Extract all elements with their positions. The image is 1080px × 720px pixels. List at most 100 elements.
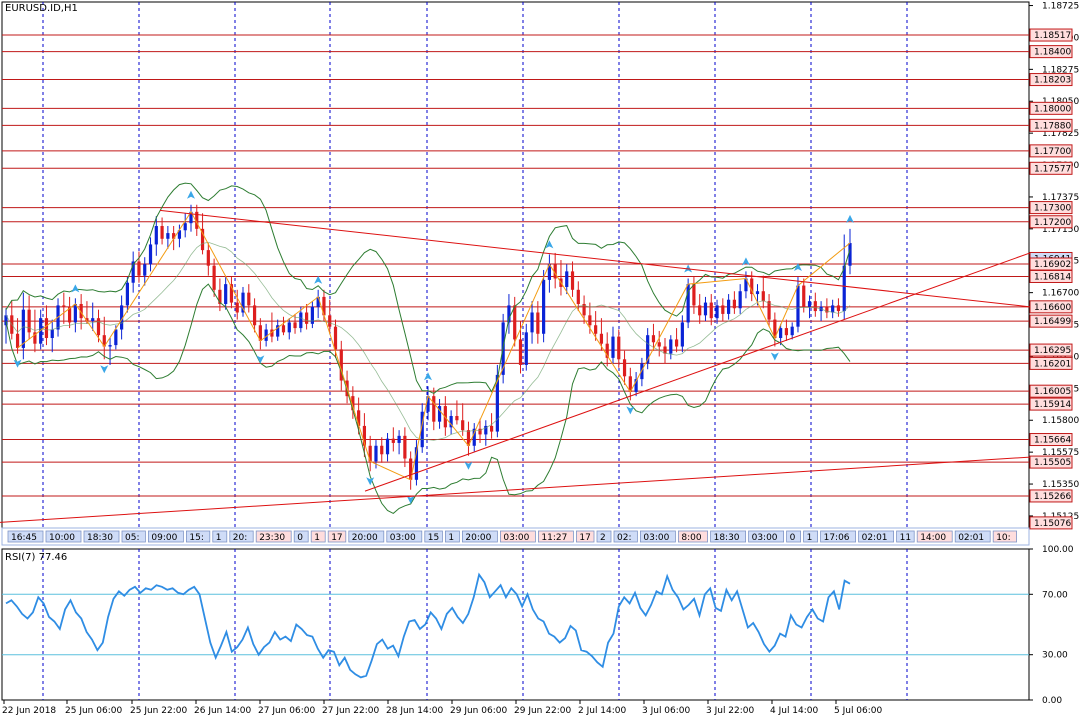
fractal-down-arrow xyxy=(464,461,473,470)
candle-body xyxy=(680,322,684,347)
candle-body xyxy=(224,284,228,304)
level-label-box xyxy=(1029,269,1073,283)
trend-line xyxy=(0,456,1031,523)
time-box xyxy=(678,530,709,543)
level-label-text: 1.16600 xyxy=(1034,303,1071,313)
time-box-text: 03:00 xyxy=(752,533,778,543)
candle-body xyxy=(692,284,696,306)
candle-body xyxy=(825,306,829,313)
candle-body xyxy=(634,379,638,392)
candle-body xyxy=(385,438,390,455)
candle-body xyxy=(403,435,407,459)
candle-body xyxy=(755,291,760,295)
band-upper xyxy=(5,182,851,394)
time-box-text: 2 xyxy=(600,533,606,543)
time-axis-label: 26 Jun 14:00 xyxy=(194,706,251,716)
time-box-text: 14:00 xyxy=(920,533,946,543)
level-label-box xyxy=(1029,101,1073,115)
time-box-text: 20:00 xyxy=(465,533,491,543)
time-box-text: 20: xyxy=(233,533,247,543)
candle-body xyxy=(674,339,679,347)
candle-body xyxy=(137,261,141,276)
candle-body xyxy=(518,339,523,365)
candle-body xyxy=(339,349,343,381)
price-tick-label: 1.15575 xyxy=(1042,448,1079,458)
candle-body xyxy=(773,319,777,339)
level-label-box xyxy=(1029,516,1073,530)
time-box xyxy=(613,530,638,543)
candle-body xyxy=(154,226,158,245)
time-box xyxy=(229,530,254,543)
candle-body xyxy=(767,301,771,320)
candle-body xyxy=(206,250,210,266)
time-box xyxy=(896,530,915,543)
time-box-text: 11 xyxy=(900,533,911,543)
candle-body xyxy=(553,264,557,279)
band-middle xyxy=(5,241,851,441)
level-label-box xyxy=(1029,201,1073,215)
candle-body xyxy=(547,264,551,280)
time-box-text: 02:01 xyxy=(862,533,888,543)
chart-title: EURUSD.ID,H1 xyxy=(5,3,78,14)
candle-body xyxy=(761,291,765,302)
candle-body xyxy=(836,305,841,312)
time-box-text: 05: xyxy=(125,533,139,543)
candle-body xyxy=(148,244,153,265)
candle-body xyxy=(663,346,667,354)
candle-body xyxy=(247,292,251,306)
candle-body xyxy=(432,396,436,422)
candle-body xyxy=(530,312,534,333)
candle-body xyxy=(790,326,794,336)
level-label-box xyxy=(1029,215,1073,229)
time-box-text: 1 xyxy=(448,533,454,543)
candle-body xyxy=(322,296,326,316)
candle-body xyxy=(495,374,499,432)
candle-body xyxy=(252,305,257,326)
time-box xyxy=(444,530,460,543)
time-box-text: 15: xyxy=(189,533,203,543)
time-axis-label: 27 Jun 06:00 xyxy=(258,706,315,716)
time-axis-label: 29 Jun 06:00 xyxy=(450,706,507,716)
candle-body xyxy=(461,420,465,431)
time-box-text: 11:27 xyxy=(541,533,567,543)
time-box xyxy=(992,530,1018,543)
candle-body xyxy=(784,328,789,336)
fractal-down-arrow xyxy=(770,352,779,361)
fractal-up-arrow xyxy=(314,275,323,284)
candle-body xyxy=(669,339,673,354)
candle-body xyxy=(489,425,494,432)
candle-body xyxy=(15,333,20,348)
candle-body xyxy=(362,425,367,446)
candle-body xyxy=(120,305,124,330)
candle-body xyxy=(466,430,471,446)
level-label-text: 1.18400 xyxy=(1034,48,1071,58)
candle-body xyxy=(102,335,106,347)
trend-line xyxy=(364,252,1031,492)
time-box xyxy=(786,530,801,543)
candle-body xyxy=(310,306,314,324)
level-label-box xyxy=(1029,73,1073,87)
candle-body xyxy=(91,318,95,322)
candle-body xyxy=(160,226,164,239)
time-box xyxy=(916,530,953,543)
time-box-text: 10: xyxy=(996,533,1010,543)
candle-body xyxy=(605,343,609,358)
candle-body xyxy=(351,396,355,411)
candle-body xyxy=(85,318,89,322)
time-box-text: 8:00 xyxy=(681,533,701,543)
fractal-up-arrow xyxy=(846,214,854,223)
fractal-down-arrow xyxy=(366,477,375,486)
candle-body xyxy=(62,305,66,307)
time-axis-label: 25 Jun 22:00 xyxy=(130,706,187,716)
time-box-text: 17 xyxy=(579,533,590,543)
candle-body xyxy=(96,318,101,336)
time-axis-label: 5 Jul 06:00 xyxy=(834,706,883,716)
candle-body xyxy=(507,305,511,323)
time-box xyxy=(640,530,676,543)
level-label-box xyxy=(1029,118,1073,132)
rsi-tick-label: 0.00 xyxy=(1042,696,1062,706)
time-box-text: 03:00 xyxy=(390,533,416,543)
level-label-text: 1.18203 xyxy=(1034,76,1071,86)
